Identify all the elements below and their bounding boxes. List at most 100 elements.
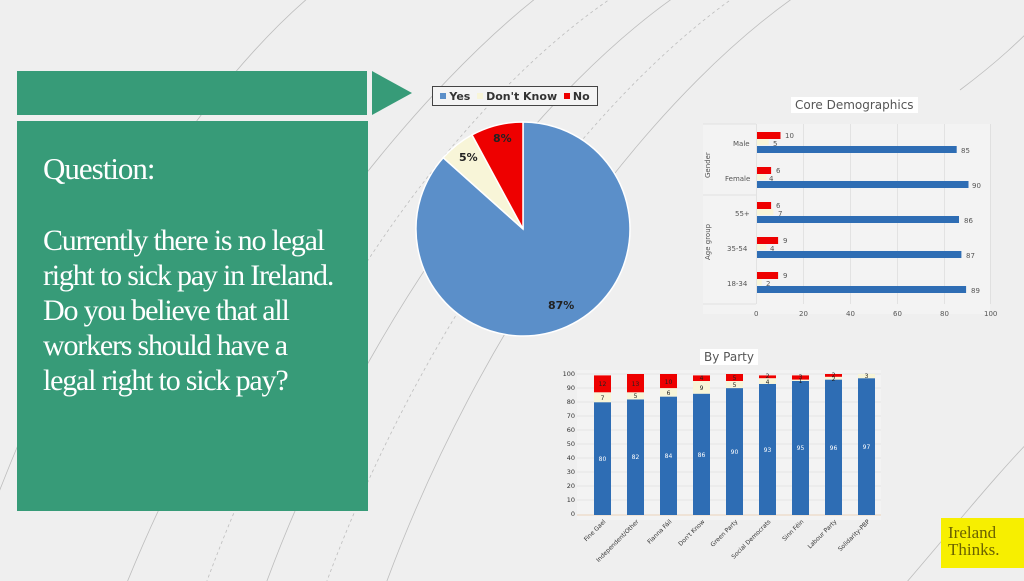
- svg-text:6: 6: [776, 202, 781, 210]
- party-bars: [594, 374, 875, 515]
- svg-text:0: 0: [571, 510, 575, 518]
- svg-text:10: 10: [785, 132, 794, 140]
- svg-text:5: 5: [634, 393, 638, 400]
- ireland-thinks-logo: Ireland Thinks.: [941, 518, 1024, 568]
- legend-swatch-no-icon: [563, 93, 570, 99]
- svg-text:6: 6: [667, 390, 671, 397]
- svg-text:0: 0: [754, 310, 758, 318]
- svg-text:5: 5: [733, 382, 737, 389]
- svg-text:82: 82: [632, 454, 640, 461]
- question-label: Question:: [43, 151, 156, 186]
- svg-text:60: 60: [893, 310, 902, 318]
- svg-text:86: 86: [698, 452, 706, 459]
- chart-title: Core Demographics: [791, 97, 918, 113]
- svg-text:100: 100: [984, 310, 997, 318]
- svg-text:2: 2: [832, 372, 836, 379]
- svg-text:20: 20: [799, 310, 808, 318]
- question-panel: Question: Currently there is no legal ri…: [17, 121, 368, 511]
- legend-item-dont-know: Don't Know: [477, 90, 557, 103]
- legend-swatch-dont-know-icon: [477, 93, 484, 99]
- svg-text:5: 5: [773, 140, 777, 148]
- by-party-chart: By Party 100 90 80 70 60 50 40 30 20 10 0: [555, 345, 885, 580]
- svg-text:Green Party: Green Party: [709, 518, 739, 548]
- legend-label: Yes: [449, 89, 471, 103]
- pie-label-dont-know: 5%: [459, 151, 478, 164]
- legend-swatch-yes-icon: [440, 93, 447, 99]
- svg-text:95: 95: [797, 445, 805, 452]
- svg-text:18-34: 18-34: [727, 280, 748, 288]
- svg-text:Sinn Féin: Sinn Féin: [781, 518, 805, 542]
- svg-text:7: 7: [778, 210, 782, 218]
- pie-slice-no: [470, 121, 524, 230]
- svg-text:90: 90: [731, 449, 739, 456]
- svg-text:13: 13: [632, 381, 640, 388]
- svg-text:87: 87: [966, 252, 975, 260]
- svg-text:2: 2: [832, 376, 836, 383]
- svg-text:9: 9: [700, 385, 704, 392]
- svg-text:10: 10: [567, 496, 575, 504]
- svg-text:55+: 55+: [735, 210, 750, 218]
- logo-line-1: Ireland: [948, 523, 997, 542]
- legend-label: Don't Know: [486, 89, 558, 103]
- svg-text:60: 60: [567, 426, 575, 434]
- svg-text:5: 5: [733, 375, 737, 382]
- svg-text:7: 7: [601, 395, 605, 402]
- svg-text:Gender: Gender: [704, 152, 712, 178]
- svg-text:Labour Party: Labour Party: [807, 518, 839, 550]
- pie-label-yes: 87%: [548, 299, 575, 312]
- svg-text:70: 70: [567, 412, 575, 420]
- svg-text:4: 4: [700, 375, 704, 382]
- svg-text:93: 93: [764, 447, 772, 454]
- svg-text:86: 86: [964, 217, 973, 225]
- svg-text:6: 6: [776, 167, 781, 175]
- svg-text:9: 9: [783, 237, 787, 245]
- svg-text:90: 90: [972, 182, 981, 190]
- svg-text:Female: Female: [725, 175, 750, 183]
- svg-text:90: 90: [567, 384, 575, 392]
- legend-item-no: No: [563, 89, 590, 103]
- overall-pie-chart: 87% 5% 8%: [410, 116, 640, 346]
- svg-text:Age group: Age group: [704, 223, 712, 260]
- svg-text:Male: Male: [733, 140, 750, 148]
- svg-text:3: 3: [799, 374, 803, 381]
- svg-text:84: 84: [665, 453, 673, 460]
- svg-text:Solidarity-PBP: Solidarity-PBP: [837, 518, 872, 553]
- chart-title: By Party: [700, 349, 758, 365]
- svg-text:20: 20: [567, 482, 575, 490]
- svg-text:30: 30: [567, 468, 575, 476]
- pie-legend: Yes Don't Know No: [432, 86, 598, 106]
- logo-line-2: Thinks.: [948, 540, 1000, 559]
- core-demographics-chart: Core Demographics 10 5 85 6 4 90 6 7 86 9 4 87 9…: [700, 90, 1010, 325]
- svg-text:50: 50: [567, 440, 575, 448]
- question-text: Currently there is no legal right to sic…: [43, 224, 334, 397]
- legend-label: No: [572, 89, 590, 103]
- pie-svg: [415, 121, 631, 337]
- svg-text:10: 10: [665, 379, 673, 386]
- svg-text:3: 3: [865, 373, 869, 380]
- svg-text:80: 80: [567, 398, 575, 406]
- svg-text:2: 2: [766, 280, 770, 288]
- svg-text:100: 100: [563, 370, 575, 378]
- svg-text:1: 1: [799, 378, 803, 385]
- svg-text:Fine Gael: Fine Gael: [583, 518, 608, 543]
- svg-text:89: 89: [971, 287, 980, 295]
- svg-text:4: 4: [766, 379, 770, 386]
- svg-text:40: 40: [567, 454, 575, 462]
- svg-text:Fianna Fáil: Fianna Fáil: [646, 518, 673, 545]
- svg-text:12: 12: [599, 381, 607, 388]
- svg-text:2: 2: [766, 373, 770, 380]
- pie-label-no: 8%: [493, 132, 512, 145]
- svg-text:80: 80: [940, 310, 949, 318]
- svg-text:97: 97: [863, 444, 871, 451]
- svg-text:96: 96: [830, 445, 838, 452]
- svg-text:35-54: 35-54: [727, 245, 748, 253]
- svg-text:85: 85: [961, 147, 970, 155]
- svg-text:80: 80: [599, 456, 607, 463]
- svg-text:40: 40: [846, 310, 855, 318]
- header-banner: [17, 71, 367, 115]
- legend-item-yes: Yes: [440, 90, 470, 103]
- arrow-right-icon: [372, 71, 412, 115]
- svg-text:Don't Know: Don't Know: [677, 518, 706, 547]
